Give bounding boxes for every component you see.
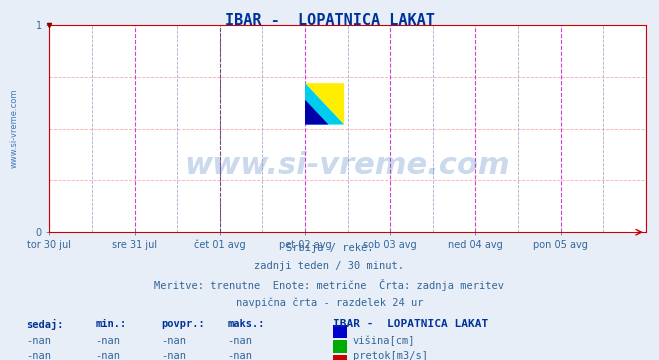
Text: www.si-vreme.com: www.si-vreme.com: [185, 152, 511, 180]
Text: Srbija / reke.: Srbija / reke.: [286, 243, 373, 253]
Text: Meritve: trenutne  Enote: metrične  Črta: zadnja meritev: Meritve: trenutne Enote: metrične Črta: …: [154, 279, 505, 291]
Text: -nan: -nan: [96, 351, 121, 360]
Polygon shape: [305, 83, 344, 125]
Text: -nan: -nan: [227, 336, 252, 346]
Text: višina[cm]: višina[cm]: [353, 336, 415, 346]
Text: sedaj:: sedaj:: [26, 319, 64, 330]
Text: IBAR -  LOPATNICA LAKAT: IBAR - LOPATNICA LAKAT: [333, 319, 488, 329]
Text: -nan: -nan: [161, 336, 186, 346]
Text: min.:: min.:: [96, 319, 127, 329]
Text: IBAR -  LOPATNICA LAKAT: IBAR - LOPATNICA LAKAT: [225, 13, 434, 28]
Text: maks.:: maks.:: [227, 319, 265, 329]
Text: -nan: -nan: [161, 351, 186, 360]
Text: povpr.:: povpr.:: [161, 319, 205, 329]
Text: www.si-vreme.com: www.si-vreme.com: [9, 89, 18, 168]
Text: navpična črta - razdelek 24 ur: navpična črta - razdelek 24 ur: [236, 297, 423, 307]
Text: -nan: -nan: [26, 351, 51, 360]
Text: zadnji teden / 30 minut.: zadnji teden / 30 minut.: [254, 261, 405, 271]
Text: pretok[m3/s]: pretok[m3/s]: [353, 351, 428, 360]
Text: -nan: -nan: [26, 336, 51, 346]
Polygon shape: [305, 100, 328, 125]
Polygon shape: [305, 83, 344, 125]
Text: -nan: -nan: [227, 351, 252, 360]
Text: -nan: -nan: [96, 336, 121, 346]
